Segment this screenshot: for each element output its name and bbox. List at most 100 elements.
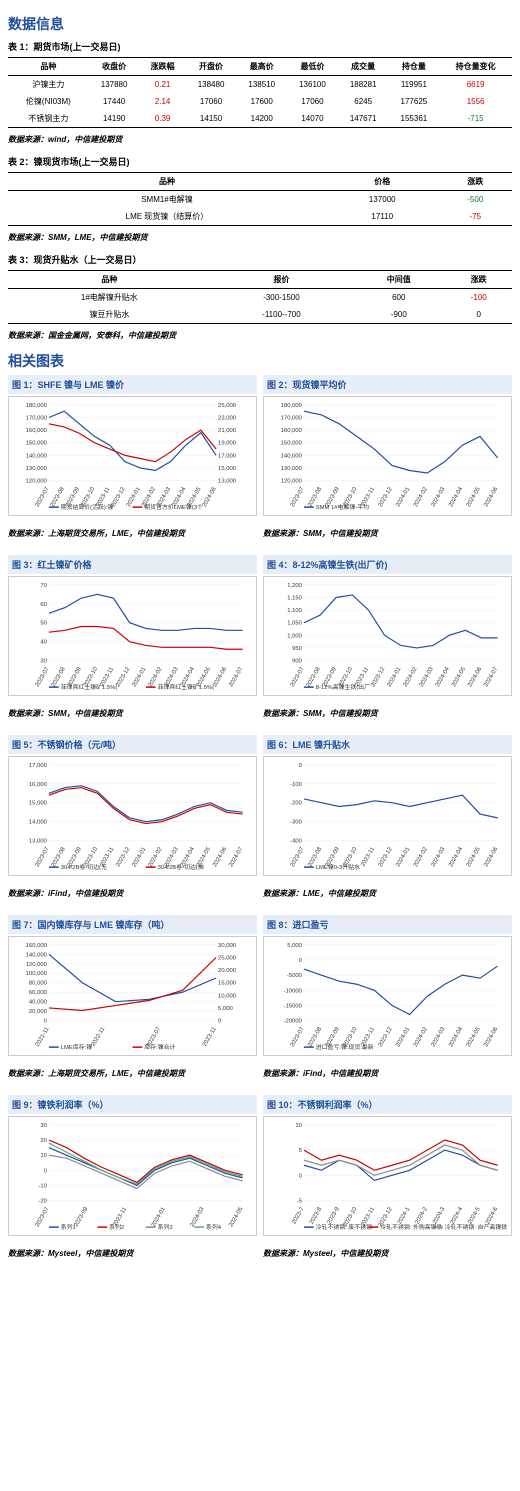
col-header: 品种 xyxy=(8,58,89,76)
svg-text:2024-05: 2024-05 xyxy=(466,1026,482,1048)
svg-text:2024-02: 2024-02 xyxy=(403,666,419,688)
svg-text:2024-06: 2024-06 xyxy=(467,666,483,688)
chart-title: 图 1：SHFE 镍与 LME 镍价 xyxy=(8,375,257,394)
svg-text:菲律宾红土镍矿1.5%(: 菲律宾红土镍矿1.5%( xyxy=(158,683,215,691)
chart-cell: 图 3：红土镍矿价格30405060702023-072023-082023-0… xyxy=(8,555,257,696)
chart-cell: 图 7：国内镍库存与 LME 镍库存（吨）020,00040,00060,000… xyxy=(8,915,257,1056)
svg-text:80,000: 80,000 xyxy=(29,981,48,987)
svg-text:1,200: 1,200 xyxy=(287,583,302,589)
svg-text:2024-04: 2024-04 xyxy=(435,666,451,688)
chart-box: -505102023-72023-82023-92023-102023-1120… xyxy=(263,1116,512,1236)
cell: 沪镍主力 xyxy=(8,76,89,94)
col-header: 涨跌幅 xyxy=(139,58,185,76)
svg-text:LME镍0-3升贴水: LME镍0-3升贴水 xyxy=(316,863,360,871)
chart-source: 数据来源：SMM，中信建投期货 xyxy=(8,708,257,719)
chart-cell: 图 10：不锈钢利润率（%） -505102023-72023-82023-920… xyxy=(263,1095,512,1236)
svg-text:2023-9: 2023-9 xyxy=(327,1206,341,1225)
cell: 伦镍(NI03M) xyxy=(8,93,89,110)
svg-text:2023-8: 2023-8 xyxy=(309,1206,324,1226)
cell: LME 现货镍（结算价） xyxy=(8,208,326,226)
chart-title: 图 7：国内镍库存与 LME 镍库存（吨） xyxy=(8,915,257,934)
svg-text:30: 30 xyxy=(40,1123,47,1129)
cell: 6619 xyxy=(439,76,512,94)
svg-text:2024-05: 2024-05 xyxy=(466,846,482,868)
svg-text:13,000: 13,000 xyxy=(218,479,237,485)
svg-text:0: 0 xyxy=(299,958,303,964)
svg-text:100,000: 100,000 xyxy=(26,971,48,977)
chart-cell: 图 4：8-12%高镍生铁(出厂价)9009501,0001,0501,1001… xyxy=(263,555,512,696)
cell: 136100 xyxy=(287,76,338,94)
cell: 0.21 xyxy=(139,76,185,94)
svg-text:180,000: 180,000 xyxy=(281,403,303,409)
svg-text:2023-07: 2023-07 xyxy=(290,846,306,868)
chart-title: 图 8：进口盈亏 xyxy=(263,915,512,934)
svg-text:50: 50 xyxy=(40,621,47,627)
chart-box: 020,00040,00060,00080,000100,000120,0001… xyxy=(8,936,257,1056)
section-charts: 相关图表 xyxy=(8,351,512,371)
svg-text:0: 0 xyxy=(44,1019,48,1025)
svg-text:2024-01: 2024-01 xyxy=(386,666,402,688)
svg-text:17,000: 17,000 xyxy=(218,453,237,459)
cell: 17440 xyxy=(89,93,140,110)
svg-text:170,000: 170,000 xyxy=(26,415,48,421)
cell: -100 xyxy=(445,289,512,307)
svg-text:2024-07: 2024-07 xyxy=(483,666,499,688)
svg-text:25,000: 25,000 xyxy=(218,403,237,409)
svg-text:进口盈亏:镍:现货:最新: 进口盈亏:镍:现货:最新 xyxy=(316,1043,374,1051)
svg-text:2023-12: 2023-12 xyxy=(378,486,394,508)
svg-text:120,000: 120,000 xyxy=(26,479,48,485)
svg-text:-5000: -5000 xyxy=(287,973,303,979)
chart-source: 数据来源：上海期货交易所，LME，中信建投期货 xyxy=(8,1068,257,1079)
svg-text:2024-02: 2024-02 xyxy=(413,846,429,868)
svg-text:-300: -300 xyxy=(290,820,303,826)
col-header: 报价 xyxy=(211,271,353,289)
chart-cell: 图 9：镍铁利润率（%）-20-1001020302023-072023-092… xyxy=(8,1095,257,1236)
svg-text:2023-07: 2023-07 xyxy=(290,1026,306,1048)
cell: 177625 xyxy=(389,93,440,110)
svg-text:304/2B卷-切边(无: 304/2B卷-切边(无 xyxy=(61,863,107,871)
svg-text:2022-11: 2022-11 xyxy=(91,1026,107,1047)
svg-text:2024-01: 2024-01 xyxy=(395,1026,411,1048)
cell: 6245 xyxy=(338,93,389,110)
svg-text:5,000: 5,000 xyxy=(218,1006,233,1012)
table2-source: 数据来源：SMM，LME，中信建投期货 xyxy=(8,232,512,243)
col-header: 涨跌 xyxy=(445,271,512,289)
chart-title: 图 5：不锈钢价格（元/吨） xyxy=(8,735,257,754)
chart-title: 图 2：现货镍平均价 xyxy=(263,375,512,394)
chart-source: 数据来源：LME，中信建投期货 xyxy=(263,888,512,899)
table1: 品种收盘价涨跌幅开盘价最高价最低价成交量持仓量持仓量变化沪镍主力1378800.… xyxy=(8,57,512,128)
chart-source: 数据来源：iFind，中信建投期货 xyxy=(263,1068,512,1079)
svg-text:21,000: 21,000 xyxy=(218,428,237,434)
svg-text:23,000: 23,000 xyxy=(218,415,237,421)
svg-text:2024-4: 2024-4 xyxy=(450,1206,465,1226)
svg-text:期货官方价LME镍(3个: 期货官方价LME镍(3个 xyxy=(144,503,203,511)
svg-text:2023-07: 2023-07 xyxy=(290,666,306,688)
svg-text:-5: -5 xyxy=(297,1199,303,1205)
col-header: 最高价 xyxy=(236,58,287,76)
cell: -300-1500 xyxy=(211,289,353,307)
svg-text:2023-12: 2023-12 xyxy=(378,1026,394,1048)
cell: 0.39 xyxy=(139,110,185,128)
chart-title: 图 10：不锈钢利润率（%） xyxy=(263,1095,512,1114)
svg-text:SMM 1#电解镍-平均: SMM 1#电解镍-平均 xyxy=(316,503,369,511)
cell: 14070 xyxy=(287,110,338,128)
svg-text:140,000: 140,000 xyxy=(26,952,48,958)
cell: 17060 xyxy=(186,93,237,110)
svg-text:2024-03: 2024-03 xyxy=(431,846,447,868)
chart-box: -20000-15000-10000-500005,0002023-072023… xyxy=(263,936,512,1056)
svg-text:150,000: 150,000 xyxy=(281,441,303,447)
svg-text:70: 70 xyxy=(40,583,47,589)
svg-text:2024-04: 2024-04 xyxy=(448,486,464,508)
col-header: 价格 xyxy=(326,173,439,191)
chart-cell: 图 6：LME 镍升贴水-400-300-200-10002023-072023… xyxy=(263,735,512,876)
svg-text:160,000: 160,000 xyxy=(281,428,303,434)
cell: -75 xyxy=(439,208,512,226)
col-header: 最低价 xyxy=(287,58,338,76)
svg-text:2024-06: 2024-06 xyxy=(212,846,228,868)
svg-text:15,000: 15,000 xyxy=(29,801,48,807)
svg-text:16,000: 16,000 xyxy=(29,782,48,788)
svg-text:-20: -20 xyxy=(38,1199,47,1205)
svg-text:-15000: -15000 xyxy=(284,1003,303,1009)
svg-text:2024-1: 2024-1 xyxy=(397,1206,411,1225)
svg-text:10: 10 xyxy=(295,1123,302,1129)
